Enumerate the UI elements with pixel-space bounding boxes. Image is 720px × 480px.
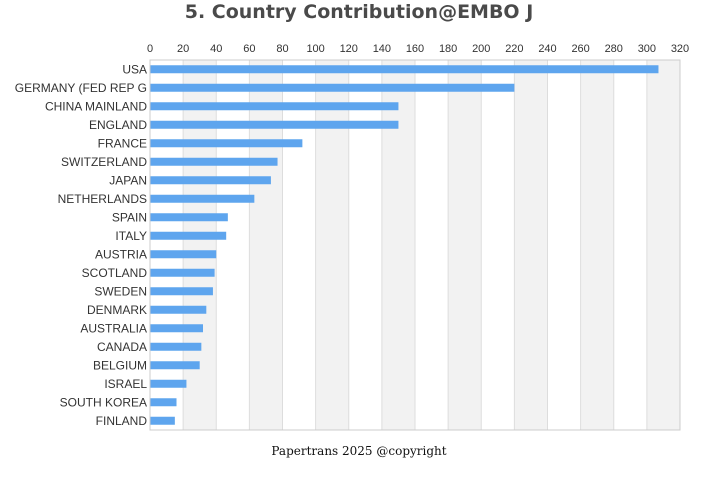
category-label: JAPAN bbox=[109, 173, 147, 187]
category-label: ENGLAND bbox=[89, 118, 147, 132]
category-label: FINLAND bbox=[96, 414, 148, 428]
bar bbox=[150, 139, 303, 148]
x-tick-label: 120 bbox=[340, 43, 358, 55]
x-tick-label: 200 bbox=[472, 43, 490, 55]
category-label: SOUTH KOREA bbox=[60, 395, 147, 409]
grid-band bbox=[448, 60, 482, 430]
category-label: GERMANY (FED REP G bbox=[15, 81, 147, 95]
bar bbox=[150, 194, 255, 203]
bar bbox=[150, 324, 203, 333]
category-label: AUSTRALIA bbox=[80, 321, 147, 335]
bar bbox=[150, 416, 175, 425]
bar bbox=[150, 268, 215, 277]
bar bbox=[150, 305, 207, 314]
bar bbox=[150, 361, 200, 370]
category-label: DENMARK bbox=[87, 303, 147, 317]
grid-band bbox=[183, 60, 217, 430]
category-label: CANADA bbox=[97, 340, 147, 354]
category-label: FRANCE bbox=[98, 136, 147, 150]
x-tick-label: 280 bbox=[605, 43, 623, 55]
x-tick-label: 100 bbox=[306, 43, 324, 55]
category-label: SPAIN bbox=[112, 210, 147, 224]
x-tick-label: 300 bbox=[638, 43, 656, 55]
category-labels: USA GERMANY (FED REP G CHINA MAINLAND ENGLA… bbox=[15, 62, 148, 428]
category-label: ITALY bbox=[115, 229, 147, 243]
bar bbox=[150, 231, 227, 240]
bar bbox=[150, 379, 187, 388]
x-tick-label: 240 bbox=[538, 43, 556, 55]
bars bbox=[150, 65, 659, 425]
grid-band bbox=[381, 60, 415, 430]
bar bbox=[150, 287, 213, 296]
x-tick-label: 160 bbox=[406, 43, 424, 55]
x-tick-label: 0 bbox=[147, 43, 153, 55]
bar bbox=[150, 157, 278, 166]
x-tick-label: 40 bbox=[210, 43, 222, 55]
category-label: CHINA MAINLAND bbox=[45, 99, 147, 113]
grid-band bbox=[514, 60, 548, 430]
grid-bands bbox=[183, 60, 680, 430]
bar bbox=[150, 65, 659, 74]
category-label: SCOTLAND bbox=[82, 266, 148, 280]
bar bbox=[150, 213, 228, 222]
x-tick-label: 220 bbox=[505, 43, 523, 55]
x-tick-label: 140 bbox=[373, 43, 391, 55]
grid-band bbox=[315, 60, 349, 430]
category-label: BELGIUM bbox=[93, 358, 147, 372]
x-tick-label: 260 bbox=[571, 43, 589, 55]
grid-band bbox=[646, 60, 680, 430]
bar bbox=[150, 250, 217, 259]
chart-title: 5. Country Contribution@EMBO J bbox=[184, 1, 534, 23]
bar bbox=[150, 342, 202, 351]
category-label: NETHERLANDS bbox=[58, 192, 147, 206]
x-axis-ticks: 0 20 40 60 80 100 120 140 160 180 200 220 240 260 280 3… bbox=[147, 43, 689, 55]
category-label: SWITZERLAND bbox=[61, 155, 147, 169]
bar bbox=[150, 120, 399, 129]
copyright-footer: Papertrans 2025 @copyright bbox=[271, 444, 447, 458]
grid-band bbox=[249, 60, 283, 430]
category-label: USA bbox=[122, 62, 147, 76]
grid-band bbox=[580, 60, 614, 430]
category-label: SWEDEN bbox=[94, 284, 147, 298]
category-label: AUSTRIA bbox=[95, 247, 147, 261]
bar bbox=[150, 398, 177, 407]
bar bbox=[150, 83, 515, 92]
x-tick-label: 60 bbox=[243, 43, 255, 55]
x-tick-label: 80 bbox=[276, 43, 288, 55]
bar bbox=[150, 176, 271, 185]
grid-lines bbox=[149, 60, 681, 430]
x-tick-label: 180 bbox=[439, 43, 457, 55]
x-tick-label: 320 bbox=[671, 43, 689, 55]
category-label: ISRAEL bbox=[104, 377, 147, 391]
plot-frame bbox=[149, 59, 681, 431]
x-tick-label: 20 bbox=[177, 43, 189, 55]
bar bbox=[150, 102, 399, 111]
